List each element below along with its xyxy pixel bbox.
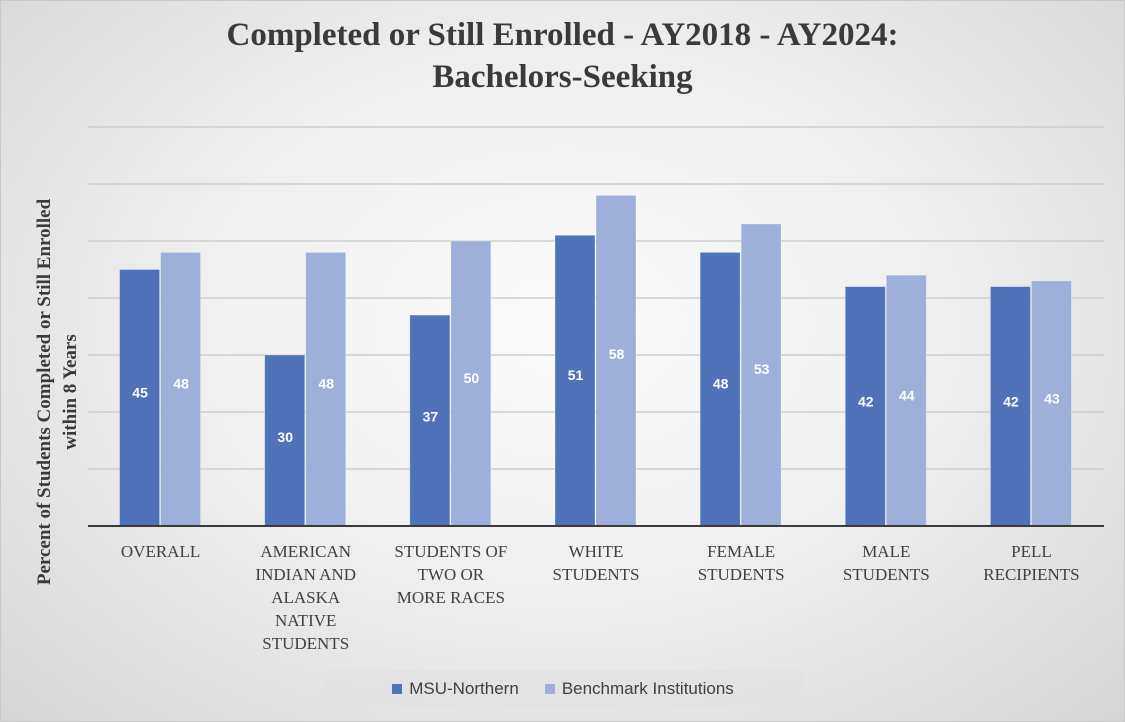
category-label: STUDENTS OF TWO OR MORE RACES [394,542,507,607]
legend-swatch-benchmark-institutions [544,684,555,694]
data-label-msu-northern: 30 [277,429,293,445]
data-label-msu-northern: 48 [713,376,729,392]
bars [119,194,1072,527]
data-label-msu-northern: 45 [132,385,148,401]
data-label-benchmark-institutions: 53 [754,361,770,377]
chart-title-line-2: Bachelors-Seeking [432,59,693,95]
category-label: AMERICAN INDIAN AND ALASKA NATIVE STUDENTS [255,542,356,653]
bar-msu-northern [409,314,451,527]
legend-label-benchmark-institutions: Benchmark Institutions [561,679,734,698]
bar-msu-northern [554,234,596,527]
category-label: FEMALE STUDENTS [698,542,785,584]
legend-label-msu-northern: MSU-Northern [409,679,519,698]
data-label-msu-northern: 42 [1003,394,1019,410]
chart-title: Completed or Still Enrolled - AY2018 - A… [0,14,1125,98]
bar-msu-northern [119,269,160,527]
bar-benchmark-institutions [1031,280,1072,527]
bar-msu-northern [699,251,741,527]
bar-benchmark-institutions [305,251,347,527]
y-axis-label-line-2: within 8 Years [60,334,81,449]
legend: MSU-Northern Benchmark Institutions [322,670,804,708]
data-label-benchmark-institutions: 50 [464,370,480,386]
bar-benchmark-institutions [740,223,782,527]
category-label: WHITE STUDENTS [553,542,640,584]
legend-swatch-msu-northern [392,684,403,694]
bar-msu-northern [264,354,306,527]
bar-benchmark-institutions [885,274,927,527]
y-axis-label: Percent of Students Completed or Still E… [34,198,81,585]
data-label-benchmark-institutions: 44 [899,388,915,404]
data-label-msu-northern: 42 [858,394,874,410]
legend-item-msu-northern: MSU-Northern [392,679,519,699]
legend-item-benchmark-institutions: Benchmark Institutions [544,679,734,699]
bar-benchmark-institutions [595,194,637,527]
category-label: MALE STUDENTS [843,542,930,584]
y-axis-label-line-1: Percent of Students Completed or Still E… [34,198,55,585]
bar-benchmark-institutions [450,240,492,527]
data-label-benchmark-institutions: 43 [1044,391,1060,407]
data-label-benchmark-institutions: 58 [609,346,625,362]
data-label-benchmark-institutions: 48 [173,376,189,392]
bar-msu-northern [990,286,1031,527]
data-label-msu-northern: 51 [568,367,584,383]
data-labels: 45 48 30 48 37 50 51 58 48 53 42 44 42 43 [132,346,1060,445]
data-label-benchmark-institutions: 48 [318,376,334,392]
category-label: OVERALL [121,542,200,561]
category-labels: OVERALL AMERICAN INDIAN AND ALASKA NATIVE STU… [121,542,1080,653]
data-label-msu-northern: 37 [423,408,439,424]
bar-msu-northern [844,286,886,527]
category-label: PELL RECIPIENTS [983,542,1079,584]
chart-title-line-1: Completed or Still Enrolled - AY2018 - A… [226,17,899,53]
